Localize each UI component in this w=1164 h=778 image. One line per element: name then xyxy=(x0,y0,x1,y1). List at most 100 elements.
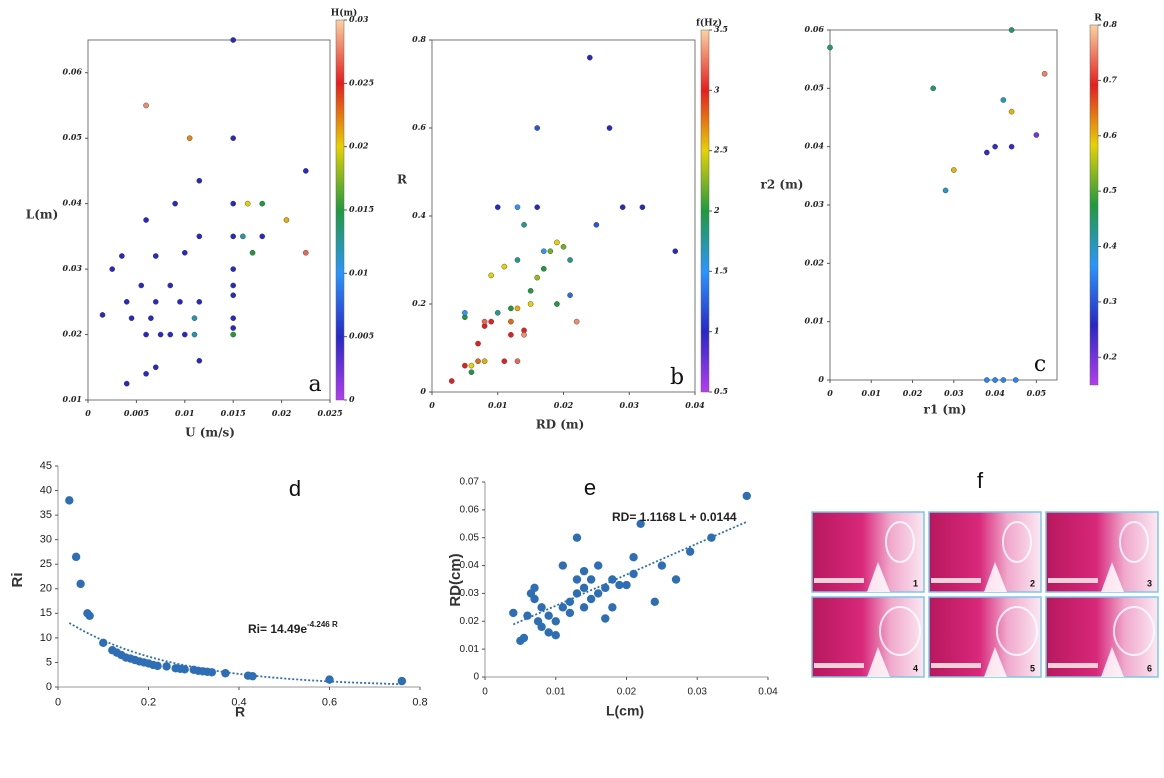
colorbar-tick-label: 0.015 xyxy=(349,204,374,214)
y-tick-label: 0.07 xyxy=(460,477,480,488)
panel: 0 0.01 0.02 0.03 0.04 0 0.2 0.4 0.6 0.8 RD (m) Rb 0.… xyxy=(397,18,728,432)
photo-vortex xyxy=(879,606,921,656)
y-tick-label: 30 xyxy=(40,534,52,546)
point xyxy=(540,265,547,272)
point xyxy=(601,614,610,623)
colorbar xyxy=(335,19,345,401)
point xyxy=(742,491,751,501)
panel-letter: c xyxy=(1034,352,1046,377)
point xyxy=(152,364,159,371)
x-tick-label: 0.02 xyxy=(903,388,923,398)
photo-vortex xyxy=(1002,521,1032,563)
panel: 0 0.2 0.4 0.6 0.8 0 5 10 15 20 25 30 35 40 45 R Ri d Ri= 1… xyxy=(9,460,428,720)
point xyxy=(143,102,149,109)
point xyxy=(302,249,309,256)
point xyxy=(109,266,115,272)
photo-vortex xyxy=(1119,521,1149,563)
point xyxy=(501,263,508,270)
y-tick-label: 0 xyxy=(818,374,824,384)
annotation-sup: -4.246 R xyxy=(307,620,338,629)
y-tick-label: 5 xyxy=(46,656,52,668)
point xyxy=(468,369,475,376)
x-axis-label: L(cm) xyxy=(606,703,644,719)
photo-label: 2 xyxy=(1030,578,1035,588)
y-tick-label: 0.03 xyxy=(63,263,83,273)
colorbar-title: H(m) xyxy=(331,8,358,19)
point xyxy=(1008,108,1015,115)
point xyxy=(99,312,106,318)
point xyxy=(1000,377,1007,383)
y-tick-label: 0.8 xyxy=(412,34,426,44)
plot-frame xyxy=(431,39,696,393)
y-tick-label: 0.06 xyxy=(63,67,83,77)
point xyxy=(537,622,546,632)
point xyxy=(650,597,659,606)
point xyxy=(230,282,236,289)
point xyxy=(601,583,610,593)
x-tick-label: 0.4 xyxy=(231,696,246,708)
point xyxy=(636,519,645,528)
x-tick-label: 0.04 xyxy=(758,687,778,698)
colorbar-tick-label: 0.4 xyxy=(1103,241,1117,251)
y-tick-label: 0.03 xyxy=(805,199,825,209)
point xyxy=(514,358,521,365)
y-tick-label: 45 xyxy=(40,460,52,472)
point xyxy=(76,579,85,589)
y-tick-label: 25 xyxy=(40,558,52,570)
point xyxy=(608,603,617,612)
point xyxy=(657,561,667,570)
point xyxy=(540,248,547,254)
point xyxy=(283,217,290,223)
colorbar-tick-label: 0.7 xyxy=(1103,74,1117,84)
y-tick-label: 40 xyxy=(40,484,52,496)
panel-letter: d xyxy=(289,476,301,501)
photo-base xyxy=(1048,663,1098,668)
x-axis-label: R xyxy=(235,704,245,720)
panel: 0 0.01 0.02 0.03 0.04 0.05 0 0.01 0.02 0.03 0.04 0.… xyxy=(761,14,1118,417)
y-tick-label: 0 xyxy=(473,672,479,683)
trendline xyxy=(68,622,402,686)
point xyxy=(508,331,514,338)
colorbar-tick-label: 0.025 xyxy=(349,77,374,87)
point xyxy=(119,253,125,259)
colorbar-tick-label: 0.2 xyxy=(1103,351,1117,361)
point xyxy=(537,603,546,612)
point xyxy=(186,135,193,141)
point xyxy=(530,583,539,593)
point xyxy=(302,168,309,174)
annotation: Ri= 14.49e-4.246 R xyxy=(248,620,338,636)
point xyxy=(521,221,527,228)
x-tick-label: 0.03 xyxy=(620,400,640,410)
photo-vortex xyxy=(996,606,1038,656)
point xyxy=(244,200,251,207)
point xyxy=(123,380,130,387)
point xyxy=(551,631,560,640)
y-tick-label: 0.02 xyxy=(460,616,480,627)
photo-base xyxy=(814,663,864,668)
point xyxy=(230,292,236,299)
y-tick-label: 0.05 xyxy=(63,132,83,142)
point xyxy=(619,204,626,210)
x-tick-label: 0 xyxy=(85,408,91,418)
point xyxy=(191,315,198,321)
point xyxy=(951,167,957,173)
point xyxy=(573,318,580,325)
colorbar xyxy=(1089,24,1099,386)
colorbar-title: R xyxy=(1094,14,1102,24)
colorbar-tick-label: 3 xyxy=(714,84,720,94)
plot-frame xyxy=(829,29,1058,381)
point xyxy=(572,533,582,542)
point xyxy=(527,301,534,307)
point xyxy=(207,668,217,677)
point xyxy=(248,671,257,681)
y-axis-label: r2 (m) xyxy=(761,178,804,192)
panel-letter: b xyxy=(670,365,684,390)
point xyxy=(196,233,203,240)
y-tick-label: 35 xyxy=(40,509,52,521)
x-tick-label: 0.02 xyxy=(554,400,574,410)
colorbar-title: f(Hz) xyxy=(696,18,722,29)
colorbar-tick-label: 0.01 xyxy=(349,267,368,277)
point xyxy=(558,603,568,612)
point xyxy=(1008,143,1015,150)
x-axis-label: RD (m) xyxy=(536,418,585,432)
